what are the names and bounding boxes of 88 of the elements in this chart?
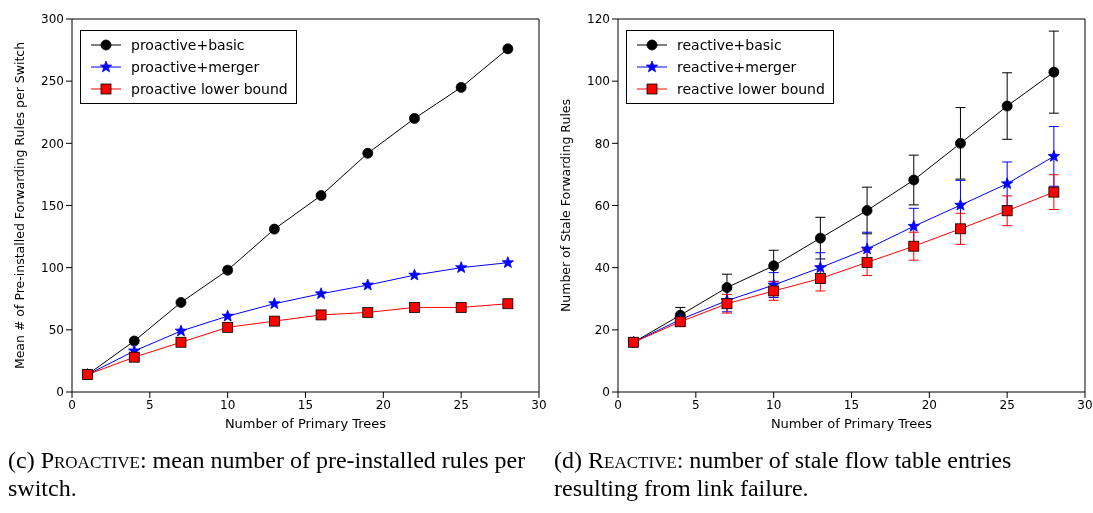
legend-label: proactive+merger — [131, 59, 260, 75]
y-tick-label: 20 — [594, 323, 610, 338]
point — [861, 205, 873, 216]
point — [361, 278, 374, 291]
y-tick-label: 120 — [587, 12, 610, 27]
y-tick-label: 0 — [602, 385, 610, 400]
x-tick-label: 25 — [999, 397, 1015, 412]
x-tick-label: 5 — [692, 397, 700, 412]
point — [268, 297, 281, 309]
legend-label: proactive lower bound — [131, 81, 288, 97]
x-tick-label: 5 — [146, 397, 154, 412]
point — [174, 324, 188, 337]
y-tick-label: 150 — [41, 198, 64, 213]
point — [409, 113, 420, 124]
point — [814, 261, 827, 273]
y-tick-label: 50 — [48, 323, 64, 338]
point — [814, 232, 826, 244]
point — [222, 264, 234, 276]
y-axis-title: Number of Stale Forwarding Rules — [558, 98, 574, 313]
point — [408, 268, 421, 281]
point — [314, 287, 328, 300]
x-tick-label: 30 — [531, 397, 547, 412]
point — [455, 261, 468, 273]
point — [1048, 186, 1060, 198]
point — [175, 297, 187, 308]
point — [362, 307, 374, 318]
point — [861, 256, 873, 268]
legend-label: proactive+basic — [131, 37, 245, 53]
point — [409, 302, 420, 313]
text: (d) Reactive: number of stale flow table entries resulting from link failure. — [554, 447, 1012, 501]
x-tick-label: 0 — [614, 397, 622, 412]
y-tick-label: 100 — [587, 74, 610, 89]
point — [1047, 149, 1060, 162]
point — [315, 309, 327, 321]
point — [955, 137, 966, 149]
legend-label: reactive+merger — [677, 59, 797, 75]
x-axis-title: Number of Primary Trees — [224, 416, 387, 431]
y-tick-label: 80 — [594, 136, 610, 151]
x-tick-label: 25 — [453, 397, 469, 412]
point — [1048, 66, 1060, 78]
point — [268, 223, 280, 235]
y-tick-label: 100 — [41, 260, 64, 275]
point — [128, 335, 140, 347]
point — [907, 219, 920, 232]
point — [721, 298, 733, 310]
point — [908, 174, 920, 186]
text: (c) Proactive: mean number of pre-installed rules per switch. — [8, 447, 526, 501]
x-tick-label: 30 — [1077, 397, 1093, 412]
point — [455, 81, 467, 93]
y-axis-title: Mean # of Pre-installed Forwarding Rules per Switch — [12, 41, 28, 370]
x-tick-label: 20 — [921, 397, 937, 412]
point — [814, 273, 826, 284]
y-tick-label: 0 — [56, 385, 64, 400]
point — [768, 260, 780, 272]
x-axis-title: Number of Primary Trees — [770, 416, 933, 431]
point — [954, 198, 967, 211]
point — [315, 190, 327, 201]
legend-label: reactive lower bound — [677, 81, 825, 97]
x-tick-label: 0 — [68, 397, 76, 412]
x-tick-label: 20 — [375, 397, 391, 412]
point — [221, 309, 234, 322]
point — [175, 336, 187, 348]
point — [768, 285, 780, 297]
point — [501, 256, 514, 268]
x-tick-label: 15 — [297, 397, 314, 412]
point — [860, 242, 874, 255]
point — [1001, 205, 1013, 217]
y-tick-label: 200 — [41, 136, 64, 151]
legend-label: reactive+basic — [677, 37, 782, 53]
point — [908, 240, 920, 252]
point — [502, 298, 514, 310]
x-tick-label: 15 — [843, 397, 860, 412]
y-tick-label: 40 — [594, 260, 610, 275]
x-tick-label: 10 — [766, 397, 782, 412]
point — [268, 315, 280, 327]
y-tick-label: 300 — [41, 12, 64, 27]
x-tick-label: 10 — [220, 397, 236, 412]
point — [222, 321, 234, 333]
y-tick-label: 250 — [41, 74, 64, 89]
point — [128, 351, 140, 363]
point — [502, 43, 514, 55]
point — [721, 282, 733, 293]
point — [955, 223, 966, 235]
point — [362, 147, 374, 159]
y-tick-label: 60 — [594, 198, 610, 213]
point — [1001, 177, 1014, 189]
point — [455, 302, 467, 313]
point — [1001, 100, 1013, 112]
